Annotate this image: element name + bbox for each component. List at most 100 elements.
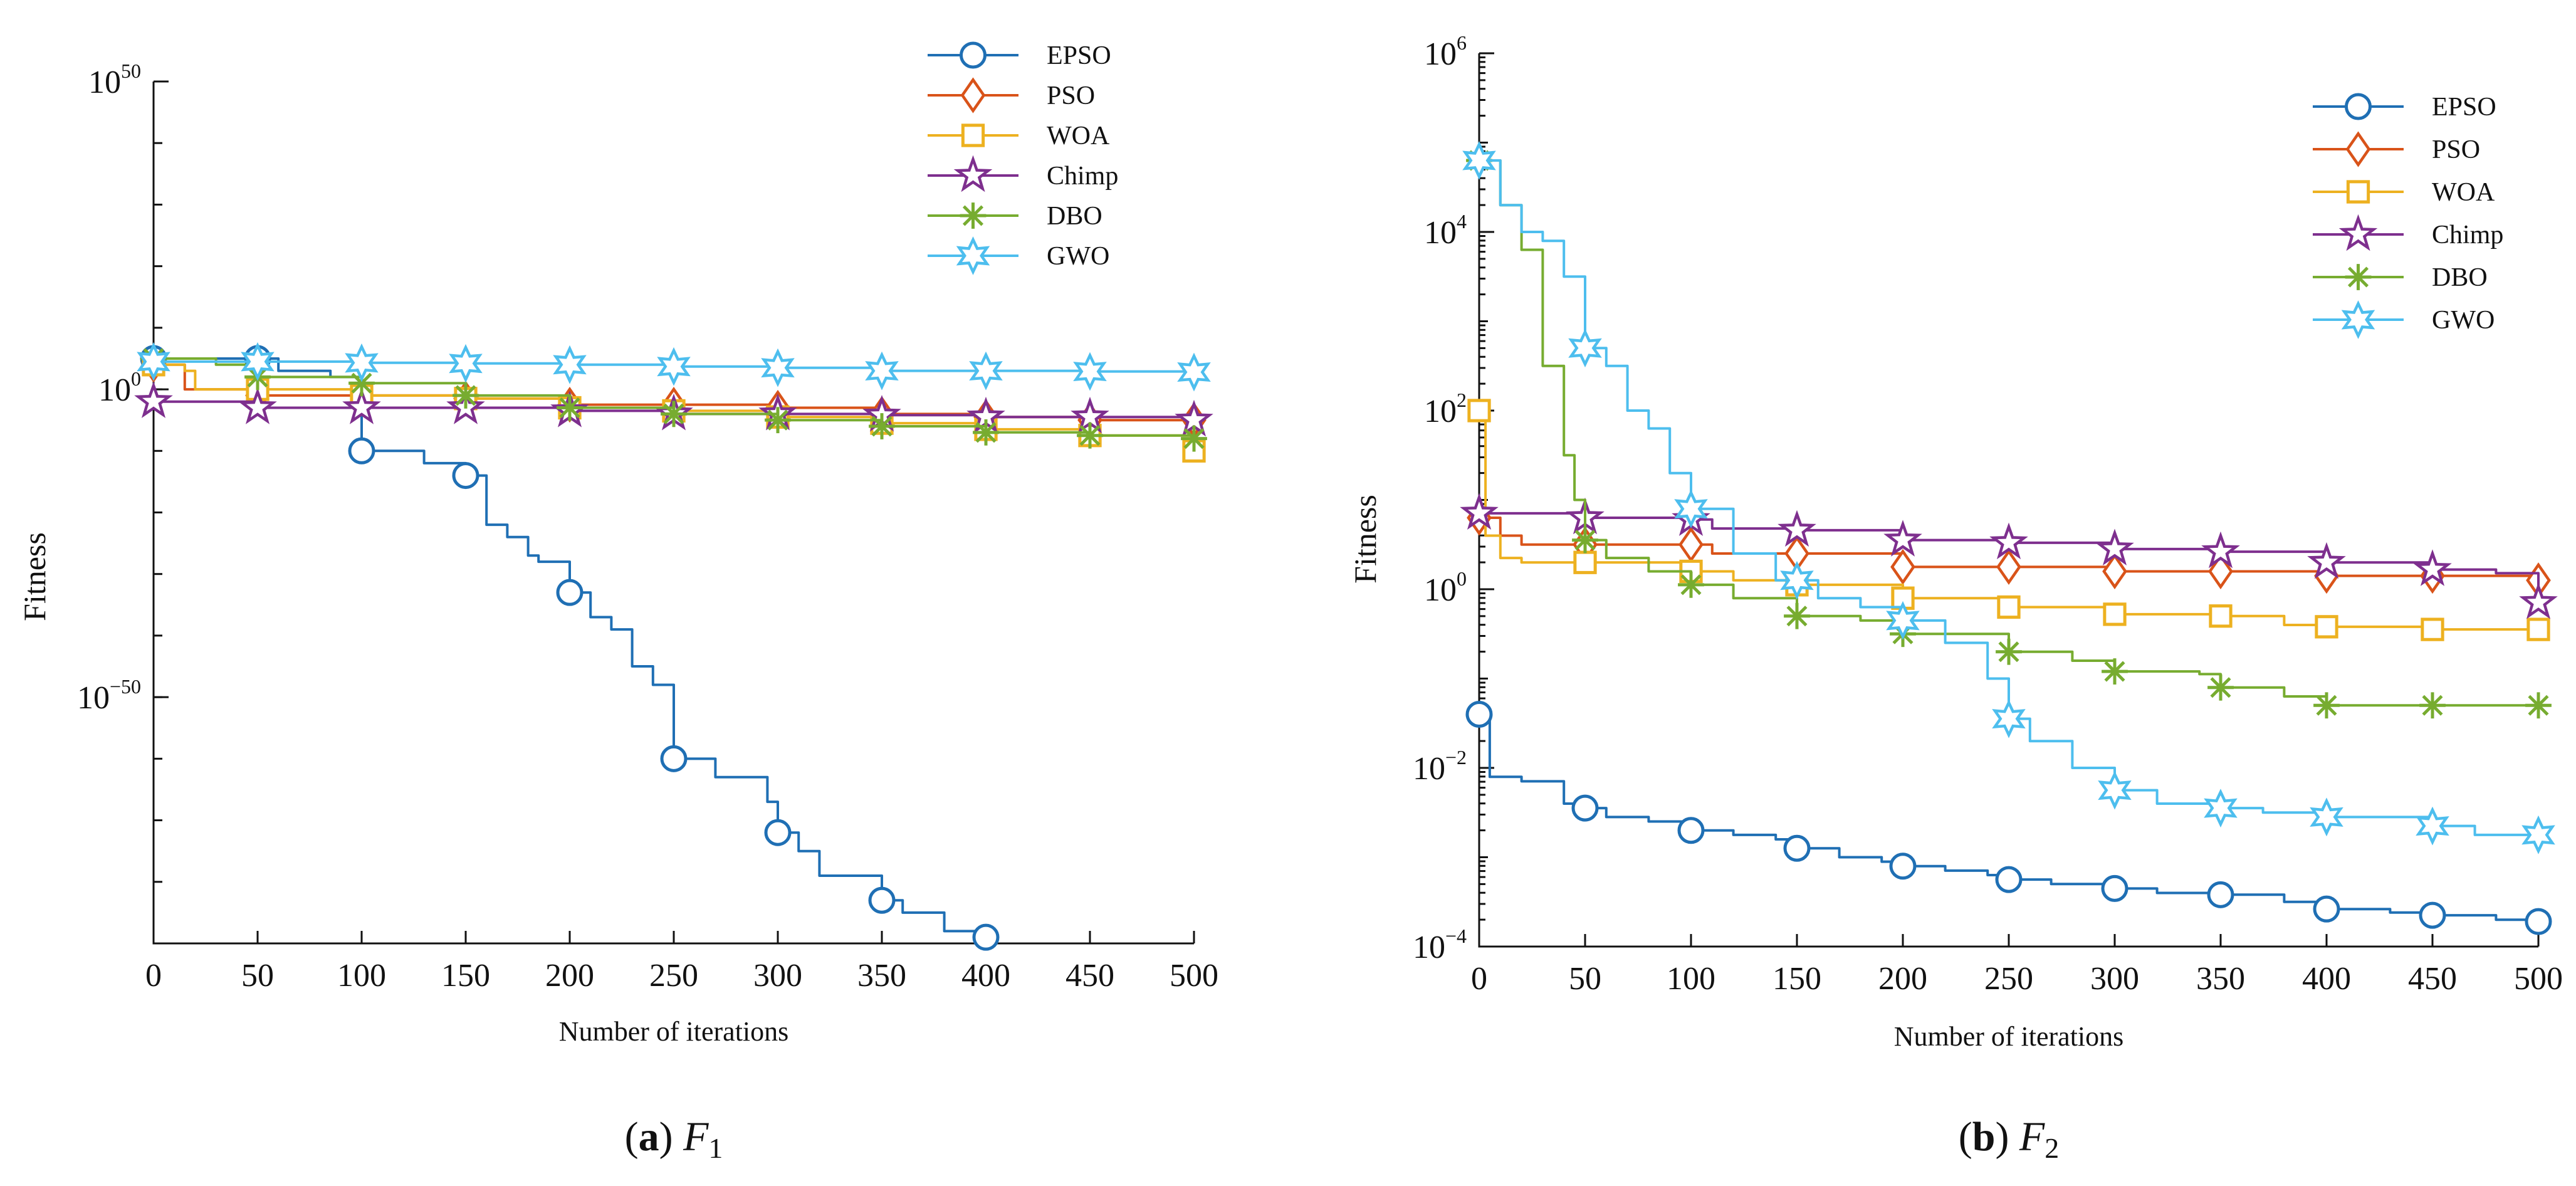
data-point-woa-b — [2209, 604, 2233, 628]
data-point-woa-b — [2421, 617, 2444, 641]
data-point-epso-a — [556, 579, 584, 606]
x-tick-label-b: 250 — [1984, 961, 2033, 997]
x-tick-label-a: 250 — [649, 958, 698, 994]
x-tick-label-a: 0 — [145, 958, 162, 994]
legend-label-b: GWO — [2432, 306, 2495, 335]
y-tick-label-b: 10−2 — [1413, 746, 1467, 787]
axes-a — [152, 81, 1194, 945]
data-point-epso-a — [660, 745, 688, 772]
legend-label-a: DBO — [1047, 202, 1102, 231]
data-point-epso-a — [868, 886, 896, 914]
x-tick-label-a: 400 — [961, 958, 1010, 994]
data-point-gwo-b — [1992, 699, 2026, 738]
legend-label-a: WOA — [1047, 122, 1110, 150]
data-point-gwo-b — [2098, 770, 2132, 810]
x-tick-label-b: 350 — [2196, 961, 2245, 997]
data-point-dbo-b — [2419, 692, 2446, 719]
y-tick-label-b: 10−4 — [1413, 925, 1467, 965]
data-point-chimp-b — [2201, 531, 2240, 569]
legend-label-a: PSO — [1047, 81, 1095, 110]
data-point-gwo-a — [1177, 352, 1211, 392]
x-tick-label-a: 50 — [241, 958, 274, 994]
legend-label-b: EPSO — [2432, 93, 2496, 122]
data-point-epso-b — [1889, 853, 1917, 880]
data-point-chimp-b — [2519, 582, 2558, 619]
data-point-dbo-b — [2207, 674, 2234, 701]
data-point-chimp-b — [2413, 549, 2452, 586]
x-tick-label-b: 50 — [1569, 961, 1601, 997]
legend-marker-a — [956, 236, 990, 275]
data-point-gwo-b — [1886, 601, 1920, 640]
data-point-epso-a — [452, 462, 479, 490]
data-point-woa-b — [2315, 615, 2338, 639]
data-point-chimp-b — [2307, 542, 2346, 579]
data-point-gwo-a — [761, 348, 795, 387]
data-point-epso-b — [1783, 834, 1811, 862]
data-point-chimp-b — [1883, 520, 1922, 557]
data-point-chimp-b — [1778, 510, 1816, 547]
data-point-dbo-b — [2525, 692, 2552, 719]
data-point-woa-b — [2103, 602, 2127, 626]
data-point-epso-b — [2313, 895, 2340, 923]
y-tick-label-b: 104 — [1424, 210, 1467, 251]
legend-marker-a — [960, 41, 987, 69]
data-point-epso-b — [2101, 874, 2128, 902]
x-tick-label-a: 150 — [441, 958, 490, 994]
legend-marker-b — [2338, 214, 2378, 251]
legend-marker-a — [960, 202, 987, 229]
data-point-gwo-a — [345, 343, 379, 382]
y-tick-label-a: 10−50 — [77, 675, 141, 716]
data-point-gwo-b — [2204, 789, 2238, 828]
data-point-gwo-a — [449, 344, 483, 383]
legend-marker-a — [960, 77, 986, 113]
data-point-gwo-b — [2310, 797, 2343, 837]
data-point-dbo-b — [1678, 571, 1704, 598]
x-tick-label-b: 500 — [2514, 961, 2563, 997]
y-tick-label-a: 100 — [98, 367, 141, 408]
legend-marker-b — [2345, 93, 2372, 120]
data-point-gwo-b — [1462, 141, 1496, 180]
data-point-dbo-a — [1181, 425, 1207, 452]
series-line-dbo-b — [1479, 159, 2538, 707]
caption-a: (a) F1 — [625, 1114, 723, 1164]
x-tick-label-b: 450 — [2408, 961, 2457, 997]
data-point-gwo-a — [865, 351, 899, 391]
data-point-gwo-b — [2521, 815, 2555, 854]
data-point-gwo-a — [1073, 352, 1107, 391]
data-point-gwo-b — [1674, 489, 1708, 528]
data-point-epso-b — [2525, 908, 2552, 935]
data-point-pso-b — [1678, 527, 1704, 563]
data-point-epso-b — [1465, 701, 1493, 728]
data-point-pso-b — [1996, 548, 2021, 585]
data-point-gwo-a — [241, 342, 275, 381]
data-point-woa-b — [2526, 617, 2550, 641]
x-tick-label-b: 200 — [1878, 961, 1927, 997]
data-point-dbo-a — [348, 370, 375, 397]
series-line-epso-a — [154, 357, 987, 938]
data-point-chimp-b — [2095, 528, 2134, 566]
data-point-woa-b — [1997, 595, 2021, 619]
data-point-gwo-b — [1568, 328, 1602, 368]
x-tick-label-b: 400 — [2302, 961, 2351, 997]
data-point-chimp-a — [134, 381, 173, 418]
data-point-dbo-a — [557, 394, 583, 421]
data-point-dbo-b — [2102, 658, 2128, 685]
data-point-gwo-a — [969, 351, 1003, 391]
data-point-pso-b — [1890, 548, 1915, 585]
x-tick-label-b: 100 — [1667, 961, 1715, 997]
x-tick-label-b: 150 — [1772, 961, 1821, 997]
x-tick-label-b: 300 — [2090, 961, 2139, 997]
legend-label-b: Chimp — [2432, 221, 2503, 249]
legend-marker-b — [2346, 180, 2370, 204]
data-point-dbo-a — [453, 382, 479, 409]
data-point-chimp-a — [342, 387, 381, 424]
x-tick-label-a: 450 — [1065, 958, 1114, 994]
axes-b — [1478, 53, 2538, 948]
legend-label-a: Chimp — [1047, 162, 1118, 191]
y-axis-label-a: Fitness — [17, 532, 52, 621]
data-point-epso-b — [2419, 901, 2446, 929]
data-point-gwo-a — [137, 342, 170, 381]
series-line-woa-b — [1479, 409, 2538, 631]
x-tick-label-a: 350 — [857, 958, 906, 994]
